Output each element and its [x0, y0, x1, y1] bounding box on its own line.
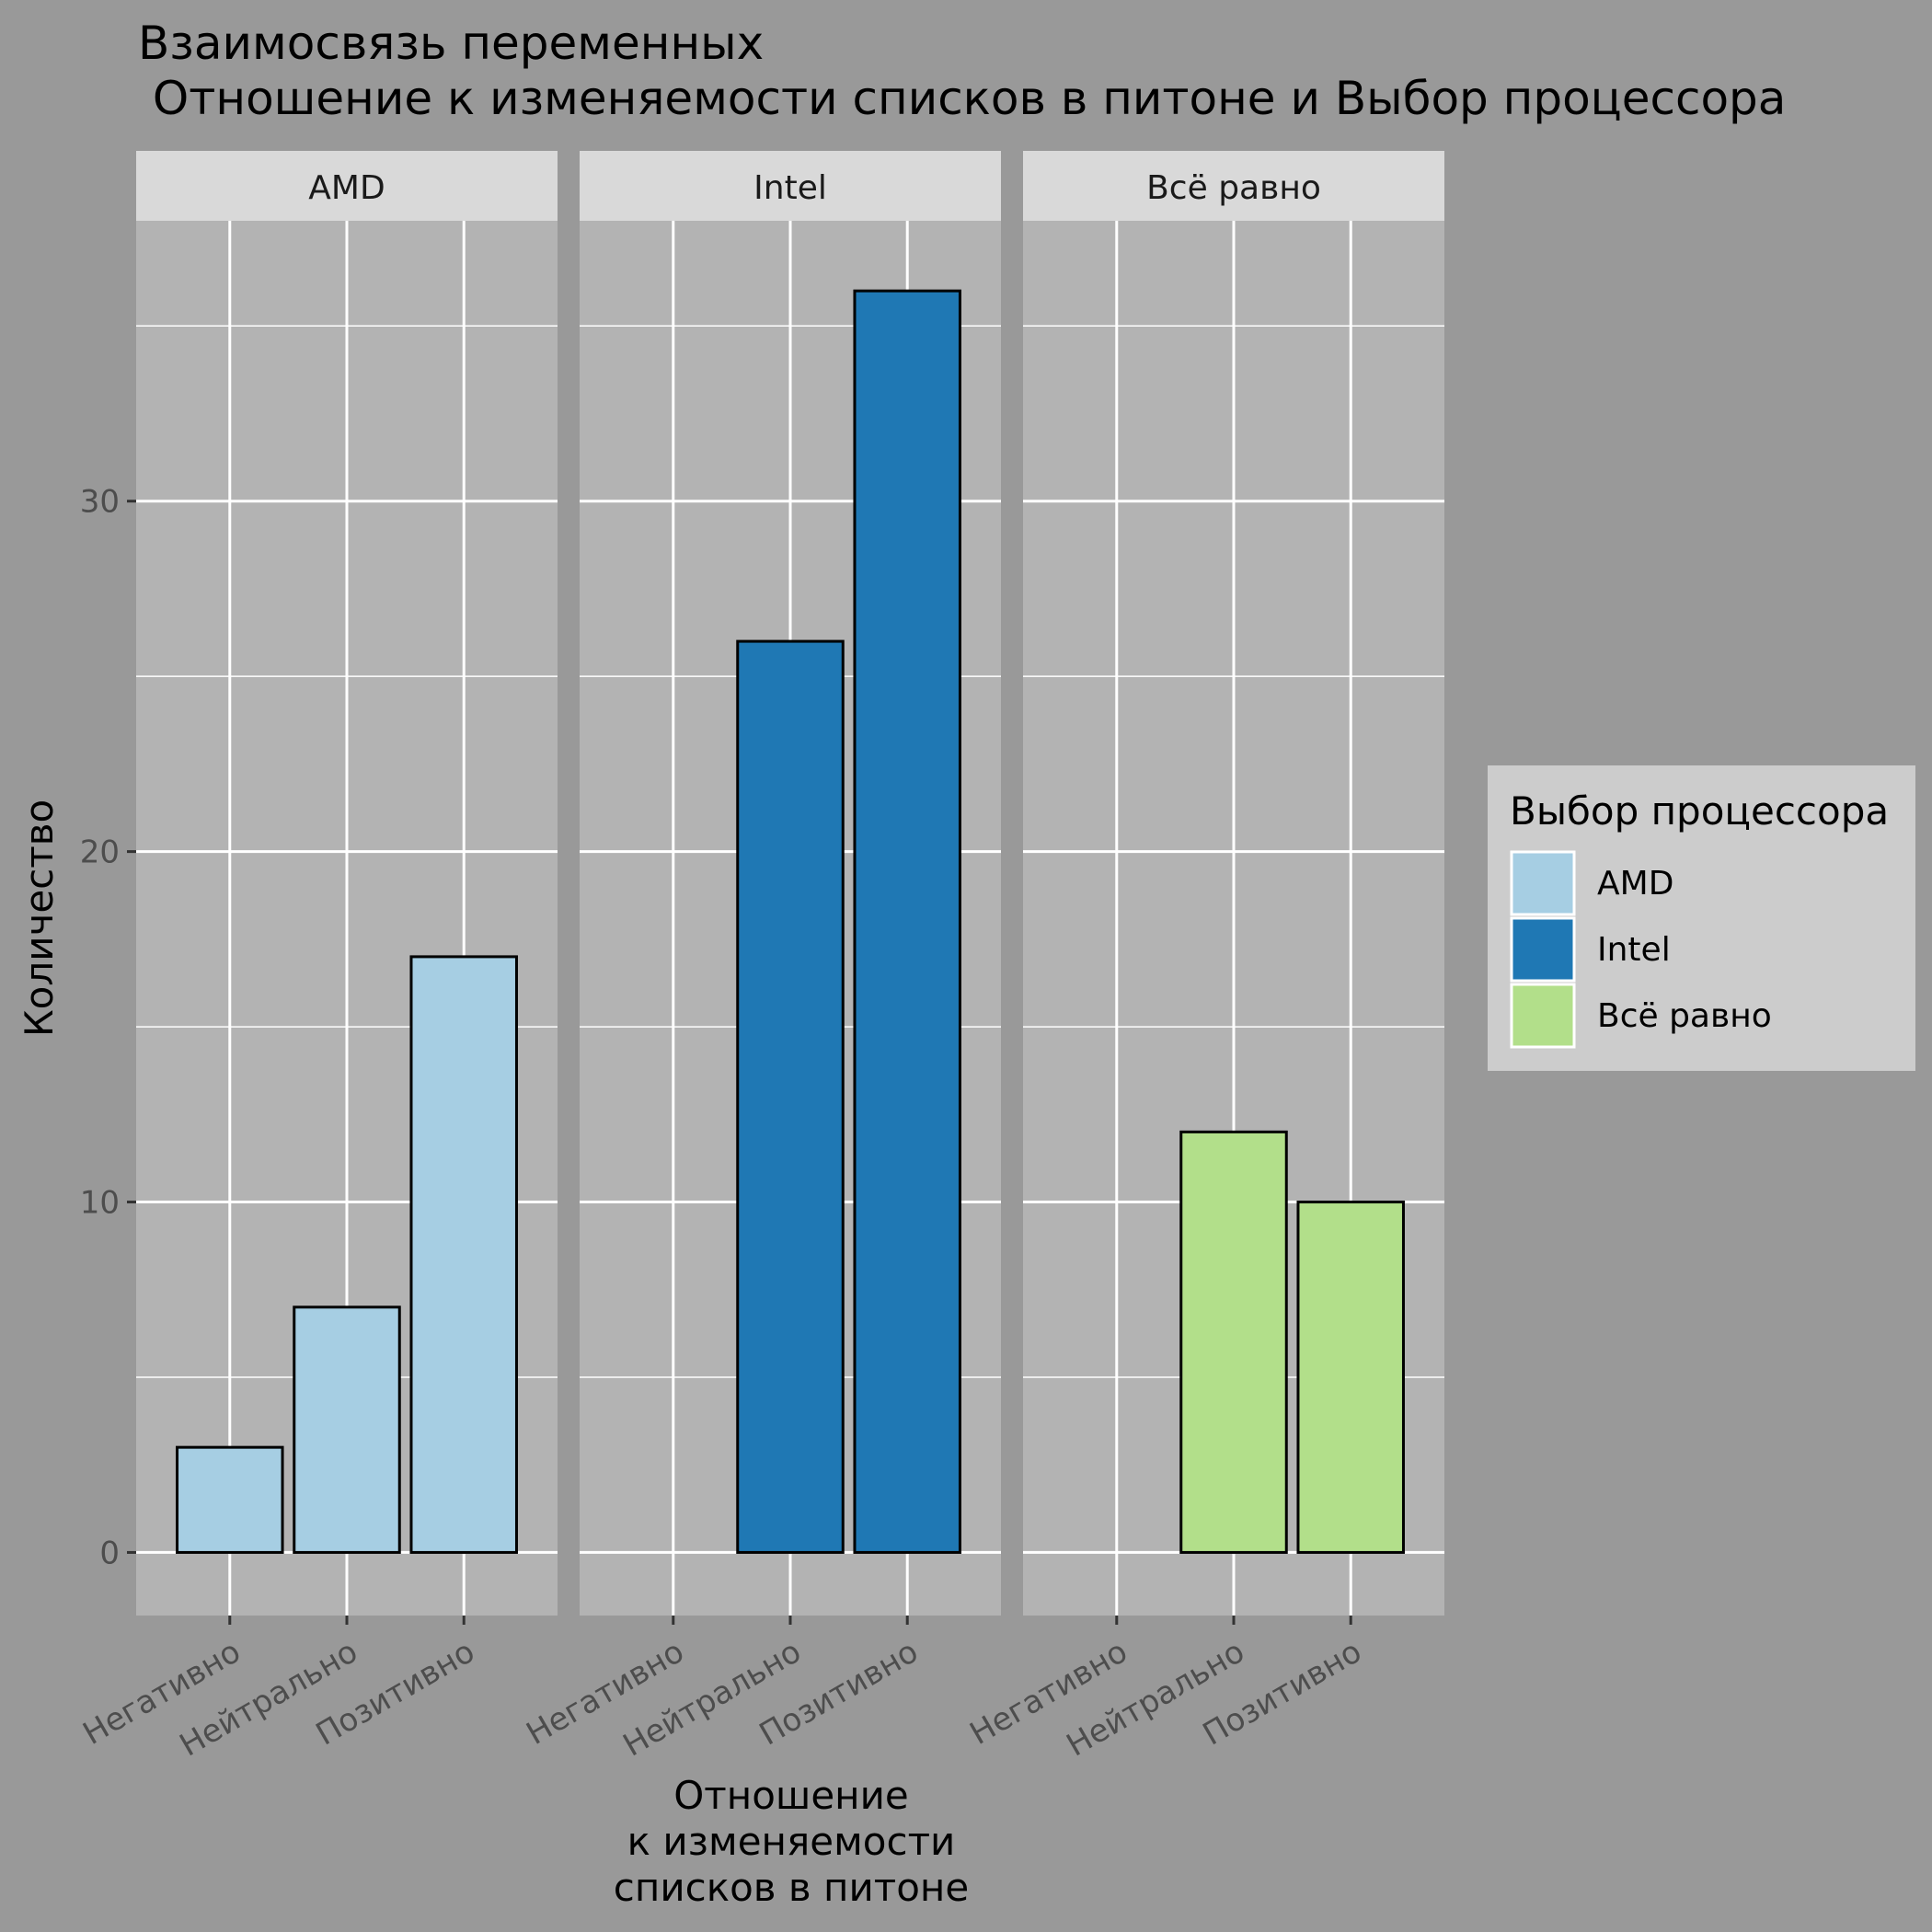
facet-strip [580, 151, 1001, 221]
facet-panels: AMDНегативноНейтральноПозитивноIntelНега… [77, 151, 1444, 1765]
chart-title-line-1: Взаимосвязь переменных [138, 17, 764, 70]
y-axis: 0 10 20 30 [80, 484, 136, 1571]
legend-label: Всё равно [1597, 997, 1772, 1035]
legend-label: Intel [1597, 931, 1671, 969]
x-axis-title-line-1: Отношение [673, 1773, 909, 1818]
bar [409, 955, 518, 1554]
bar [736, 639, 845, 1554]
legend-swatch [1510, 983, 1576, 1049]
facet-strip [1023, 151, 1444, 221]
legend: Выбор процессора AMD Intel Всё равно [1488, 765, 1915, 1071]
bar [1179, 1130, 1288, 1554]
bar [176, 1445, 284, 1554]
facet-strip-label: Всё равно [1146, 169, 1321, 207]
facet-strip-label: AMD [308, 169, 385, 207]
legend-label: AMD [1597, 865, 1673, 903]
legend-items: AMD Intel Всё равно [1510, 850, 1772, 1049]
facet-strip [136, 151, 558, 221]
y-tick-label: 0 [99, 1535, 120, 1571]
y-tick-label: 20 [80, 834, 120, 871]
facet-strip-label: Intel [753, 169, 827, 207]
bar [853, 289, 961, 1554]
bar [293, 1305, 401, 1554]
y-tick-label: 10 [80, 1185, 120, 1222]
legend-swatch [1510, 916, 1576, 983]
y-tick-label: 30 [80, 484, 120, 521]
x-axis-title-line-3: списков в питоне [614, 1865, 969, 1910]
legend-swatch [1510, 850, 1576, 916]
bar [1296, 1201, 1405, 1554]
chart-title-line-2: Отношение к изменяемости списков в питон… [138, 72, 1786, 125]
legend-title: Выбор процессора [1510, 788, 1889, 834]
x-axis-title-line-2: к изменяемости [627, 1819, 956, 1864]
y-axis-title: Количество [17, 799, 62, 1037]
